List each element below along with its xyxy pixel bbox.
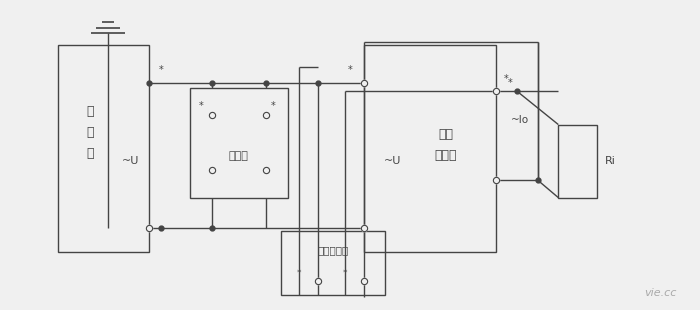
Bar [364, 45, 496, 252]
Bar [190, 88, 288, 197]
Text: 分压器: 分压器 [229, 151, 248, 161]
Text: *: * [271, 101, 275, 111]
Text: ~U: ~U [122, 156, 139, 166]
Bar [58, 45, 148, 252]
Text: vie.cc: vie.cc [644, 288, 676, 298]
Text: 电压
变送器: 电压 变送器 [435, 128, 457, 162]
Text: *: * [504, 74, 509, 84]
Text: *: * [348, 65, 352, 76]
Bar [281, 231, 385, 295]
Text: 信
号
源: 信 号 源 [86, 105, 94, 160]
Text: *: * [343, 269, 347, 278]
Text: ~U: ~U [384, 156, 402, 166]
Text: *: * [199, 101, 204, 111]
Text: *: * [508, 78, 512, 88]
Text: *: * [159, 65, 164, 76]
Text: *: * [297, 269, 302, 278]
Bar [559, 125, 596, 197]
Text: Ri: Ri [605, 156, 616, 166]
Text: 标准相位计: 标准相位计 [317, 245, 349, 255]
Text: ~Io: ~Io [511, 115, 529, 125]
